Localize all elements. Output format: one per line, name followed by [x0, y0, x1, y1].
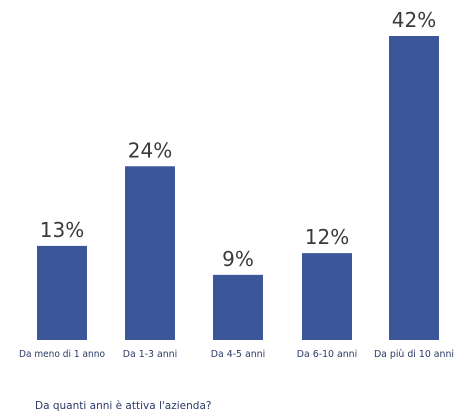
category-label-5: Da più di 10 anni — [374, 349, 454, 360]
bar-3 — [213, 274, 263, 340]
value-label-5: 42% — [392, 8, 436, 32]
chart-caption: Da quanti anni è attiva l'azienda? — [35, 400, 212, 412]
category-label-4: Da 6-10 anni — [297, 349, 357, 360]
bar-4 — [302, 253, 352, 340]
value-label-2: 24% — [128, 138, 172, 162]
bar-1 — [37, 245, 87, 340]
category-label-1: Da meno di 1 anno — [19, 349, 105, 360]
bar-5 — [389, 36, 439, 340]
bar-2 — [125, 166, 175, 340]
category-label-3: Da 4-5 anni — [211, 349, 265, 360]
value-label-1: 13% — [40, 218, 84, 242]
value-label-3: 9% — [222, 247, 254, 271]
value-label-4: 12% — [305, 225, 349, 249]
category-label-2: Da 1-3 anni — [123, 349, 177, 360]
